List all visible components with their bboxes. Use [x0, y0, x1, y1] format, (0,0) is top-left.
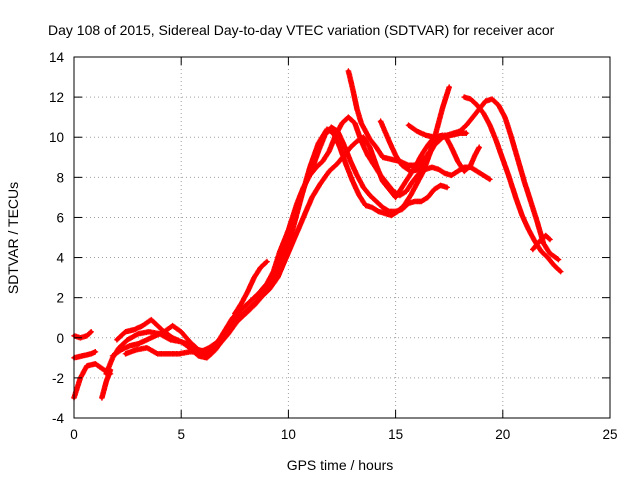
series-track-3: [71, 329, 94, 341]
series-markers: [405, 122, 446, 140]
y-tick-label: 12: [49, 90, 64, 105]
x-tick-label: 20: [495, 427, 510, 442]
x-tick-label: 0: [70, 427, 78, 442]
y-tick-label: 10: [49, 130, 64, 145]
y-tick-label: 6: [56, 210, 64, 225]
y-tick-label: 14: [49, 50, 65, 65]
series-track-12: [405, 122, 446, 140]
y-tick-label: 0: [56, 331, 64, 346]
series-track-13: [461, 94, 564, 275]
series-markers: [71, 349, 99, 361]
x-tick-label: 5: [177, 427, 185, 442]
series-track-7: [114, 84, 452, 361]
y-tick-label: 8: [56, 170, 64, 185]
series-track-11: [377, 118, 482, 175]
series-markers: [461, 94, 564, 275]
series-track-2: [71, 349, 99, 361]
x-tick-label: 15: [388, 427, 403, 442]
series-markers: [232, 258, 270, 317]
grid-layer: [74, 57, 610, 418]
x-tick-label: 10: [281, 427, 296, 442]
series-markers: [114, 84, 452, 361]
data-layer: [71, 68, 564, 401]
series-line: [115, 85, 452, 360]
x-tick-label: 25: [602, 427, 617, 442]
y-tick-label: 2: [56, 291, 64, 306]
x-axis-title: GPS time / hours: [287, 457, 394, 473]
y-axis-title: SDTVAR / TECUs: [5, 182, 21, 294]
series-track-14: [530, 232, 553, 253]
y-tick-label: -2: [52, 371, 64, 386]
y-tick-label: 4: [56, 251, 64, 266]
series-markers: [530, 232, 553, 253]
plot-frame: [73, 56, 611, 419]
series-track-9: [232, 258, 270, 317]
series-markers: [377, 118, 482, 175]
tick-layer: 0 5 10 15 20 25 -4 -2 0 2 4 6 8 10 12 14: [49, 50, 618, 442]
chart-title: Day 108 of 2015, Sidereal Day-to-day VTE…: [48, 22, 555, 38]
y-tick-label: -4: [52, 411, 64, 426]
series-markers: [99, 367, 114, 401]
